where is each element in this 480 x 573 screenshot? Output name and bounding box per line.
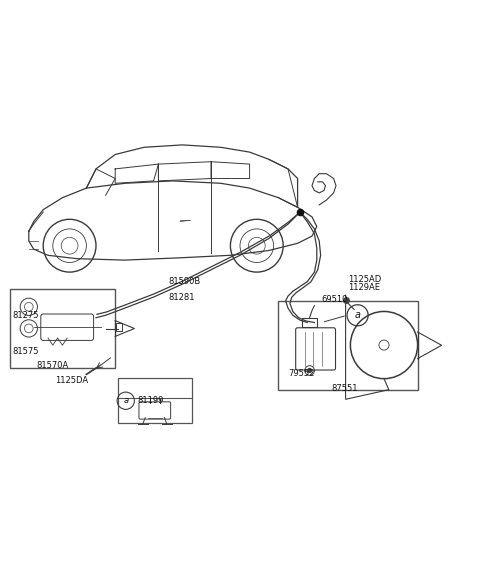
Text: 1125AD: 1125AD [348,275,381,284]
Text: 79552: 79552 [288,370,314,378]
Text: 81275: 81275 [12,311,38,320]
Text: 81575: 81575 [12,347,38,356]
Text: 81199: 81199 [138,397,164,405]
Text: 81281: 81281 [168,293,194,301]
Text: a: a [123,397,128,405]
Text: a: a [355,311,360,320]
Text: 69510: 69510 [322,296,348,304]
Text: 1125DA: 1125DA [55,375,88,384]
Text: 87551: 87551 [331,384,358,393]
Circle shape [308,368,312,372]
Text: 81590B: 81590B [168,277,200,286]
Text: 81570A: 81570A [36,361,68,370]
Text: 1129AE: 1129AE [348,283,380,292]
